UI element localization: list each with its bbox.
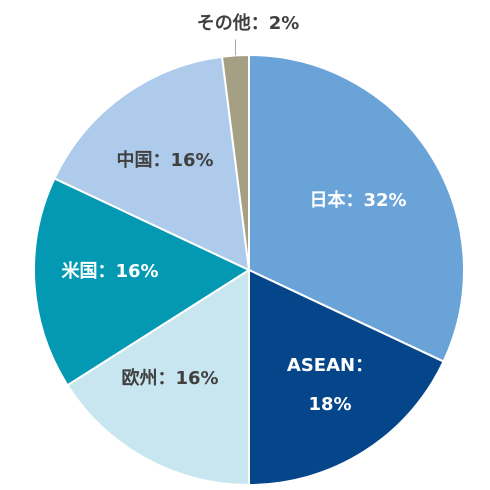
pie-slice-5 (220, 53, 250, 271)
pie-slice-1 (248, 268, 445, 487)
pie-label-0: 日本：32% (309, 189, 406, 211)
pie-slice-0 (248, 53, 465, 363)
pie-label-2: 欧州：16% (121, 367, 218, 389)
pie-label-4: 中国：16% (116, 149, 213, 171)
pie-label-3: 米国：16% (61, 260, 158, 282)
pie-slice-3 (33, 177, 252, 387)
pie-slice-2 (66, 268, 250, 487)
pie-labels: 日本：32% ASEAN： 18% 欧州：16% 米国：16% 中国：16% その他：2% (61, 12, 406, 415)
pie-label-5: その他：2% (197, 12, 300, 34)
pie-slices (33, 53, 465, 487)
pie-slice-4 (53, 55, 251, 272)
pie-label-1-line-0: ASEAN： (287, 355, 373, 376)
pie-label-1-line-1: 18% (308, 394, 351, 415)
